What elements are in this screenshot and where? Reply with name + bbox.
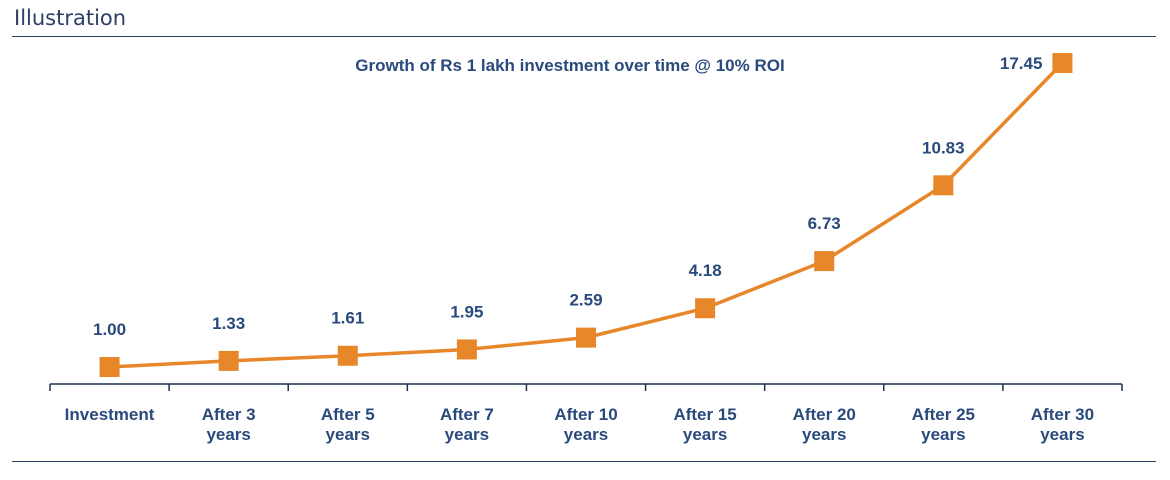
data-point-marker — [695, 298, 716, 319]
top-divider — [12, 36, 1156, 37]
data-point-marker — [99, 357, 120, 377]
category-label: Investment — [65, 405, 155, 424]
data-label: 1.61 — [331, 309, 364, 328]
category-label: After 20 years — [793, 405, 856, 444]
category-label-line: After 10 — [554, 405, 617, 424]
category-label-line: After 3 — [202, 405, 256, 424]
category-label-line: years — [445, 425, 489, 444]
category-label-line: After 5 — [321, 405, 375, 424]
category-label-line: years — [1040, 425, 1084, 444]
series — [99, 53, 1073, 377]
category-label: After 10 years — [554, 405, 617, 444]
category-label: After 3 years — [202, 405, 256, 444]
category-label-line: After 25 — [912, 405, 975, 424]
data-label: 6.73 — [808, 214, 841, 233]
category-label: After 30 years — [1031, 405, 1094, 444]
section-title: Illustration — [14, 6, 127, 30]
category-label-line: After 7 — [440, 405, 494, 424]
category-label-line: years — [564, 425, 608, 444]
x-axis — [49, 383, 1123, 391]
data-point-marker — [933, 175, 954, 196]
category-label-line: years — [326, 425, 370, 444]
bottom-divider — [12, 461, 1156, 462]
category-label-line: After 15 — [673, 405, 736, 424]
data-label: 2.59 — [569, 291, 602, 310]
category-label-line: Investment — [65, 405, 155, 424]
category-label: After 7 years — [440, 405, 494, 444]
data-label: 1.95 — [450, 302, 483, 321]
category-label-line: years — [683, 425, 727, 444]
chart-title: Growth of Rs 1 lakh investment over time… — [355, 56, 784, 75]
data-point-marker — [1052, 53, 1073, 73]
data-label: 1.33 — [212, 314, 245, 333]
category-label-line: years — [206, 425, 250, 444]
category-label: After 15 years — [673, 405, 736, 444]
data-label: 17.45 — [1000, 54, 1043, 73]
category-label-line: After 30 — [1031, 405, 1094, 424]
category-label-line: After 20 — [793, 405, 856, 424]
series-line — [109, 61, 1064, 369]
data-point-marker — [218, 350, 239, 371]
data-label: 1.00 — [93, 320, 126, 339]
data-point-marker — [814, 251, 835, 272]
data-point-marker — [337, 345, 358, 366]
data-point-marker — [456, 339, 477, 360]
data-point-marker — [576, 327, 596, 348]
category-label: After 5 years — [321, 405, 375, 444]
category-label: After 25 years — [912, 405, 975, 444]
data-label: 4.18 — [689, 261, 722, 280]
category-label-line: years — [802, 425, 846, 444]
category-label-line: years — [921, 425, 965, 444]
data-labels: 1.00 1.33 1.61 1.95 2.59 4.18 6.73 10.83 17.45 — [93, 54, 1042, 339]
data-label: 10.83 — [922, 138, 965, 157]
